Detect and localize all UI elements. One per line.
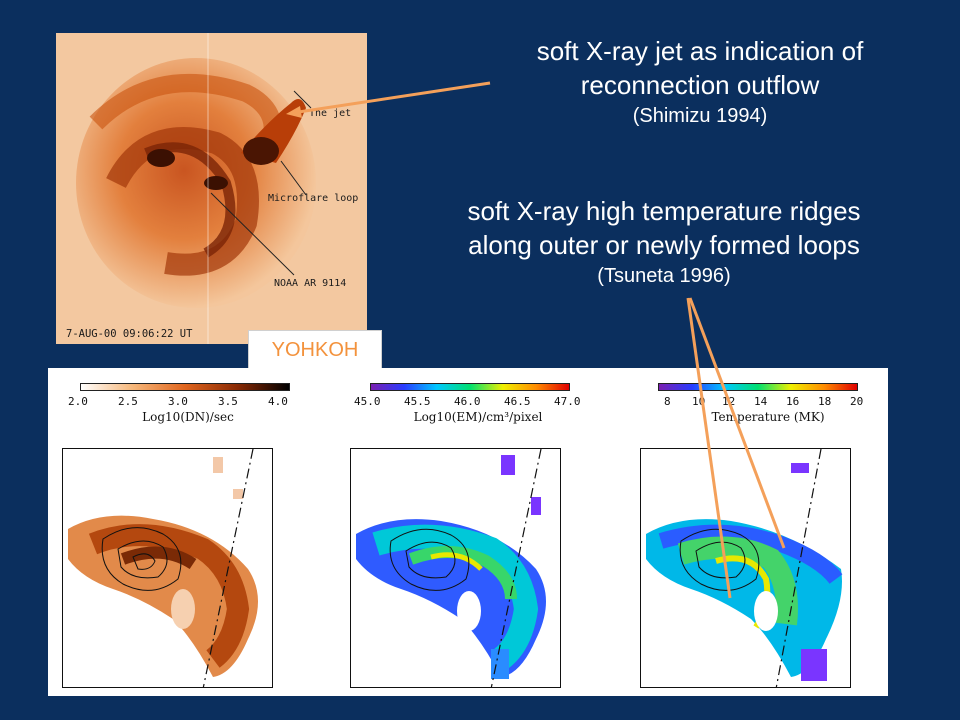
intensity-colorbar-title: Log10(DN)/sec xyxy=(142,410,234,424)
intensity-colorbar xyxy=(80,383,290,391)
emission-measure-tick: 46.5 xyxy=(504,395,531,408)
jet-callout-reference: (Shimizu 1994) xyxy=(632,105,768,127)
three-panel-figure: 2.0 2.5 3.0 3.5 4.0 Log10(DN)/sec xyxy=(48,368,888,696)
jet-callout-line2: reconnection outflow xyxy=(580,70,820,100)
temperature-tick: 14 xyxy=(754,395,768,408)
temperature-map xyxy=(640,448,851,688)
emission-measure-colorbar-title: Log10(EM)/cm³/pixel xyxy=(413,410,543,424)
intensity-map xyxy=(62,448,273,688)
intensity-tick: 3.0 xyxy=(168,395,188,408)
emission-measure-tick: 45.5 xyxy=(404,395,431,408)
emission-measure-map xyxy=(350,448,561,688)
intensity-map-rendering xyxy=(68,449,258,687)
yohkoh-sxt-rendering xyxy=(56,33,367,344)
ridge-callout-line1: soft X-ray high temperature ridges xyxy=(467,196,861,226)
temperature-tick: 16 xyxy=(786,395,800,408)
yohkoh-sxt-image: The jet Microflare loop NOAA AR 9114 7-A… xyxy=(56,33,367,344)
ridge-callout-reference: (Tsuneta 1996) xyxy=(597,265,731,287)
ridge-callout: soft X-ray high temperature ridges along… xyxy=(404,194,924,290)
emission-measure-tick: 47.0 xyxy=(554,395,581,408)
emission-measure-colorbar xyxy=(370,383,570,391)
image-timestamp: 7-AUG-00 09:06:22 UT xyxy=(66,328,193,340)
microflare-loop-label: Microflare loop xyxy=(268,193,359,204)
active-region-label: NOAA AR 9114 xyxy=(274,278,347,289)
emission-measure-panel: 45.0 45.5 46.0 46.5 47.0 Log10(EM)/cm³/p… xyxy=(338,368,618,696)
intensity-tick: 4.0 xyxy=(268,395,288,408)
temperature-panel: 8 10 12 14 16 18 20 Temperature (MK) xyxy=(628,368,888,696)
jet-callout-line1: soft X-ray jet as indication of xyxy=(536,36,864,66)
temperature-tick: 18 xyxy=(818,395,832,408)
temperature-tick: 20 xyxy=(850,395,864,408)
emission-measure-map-rendering xyxy=(356,449,546,687)
emission-measure-tick: 45.0 xyxy=(354,395,381,408)
temperature-colorbar xyxy=(658,383,858,391)
temperature-tick: 8 xyxy=(664,395,671,408)
temperature-colorbar-title: Temperature (MK) xyxy=(711,410,825,424)
intensity-tick: 2.0 xyxy=(68,395,88,408)
emission-measure-tick: 46.0 xyxy=(454,395,481,408)
temperature-tick: 10 xyxy=(692,395,706,408)
intensity-tick: 3.5 xyxy=(218,395,238,408)
yohkoh-badge: YOHKOH xyxy=(248,330,382,370)
temperature-map-rendering xyxy=(646,449,843,687)
intensity-panel: 2.0 2.5 3.0 3.5 4.0 Log10(DN)/sec xyxy=(48,368,328,696)
intensity-tick: 2.5 xyxy=(118,395,138,408)
temperature-tick: 12 xyxy=(722,395,736,408)
jet-label: The jet xyxy=(309,108,352,119)
ridge-callout-line2: along outer or newly formed loops xyxy=(468,230,860,260)
jet-callout: soft X-ray jet as indication of reconnec… xyxy=(470,34,930,130)
